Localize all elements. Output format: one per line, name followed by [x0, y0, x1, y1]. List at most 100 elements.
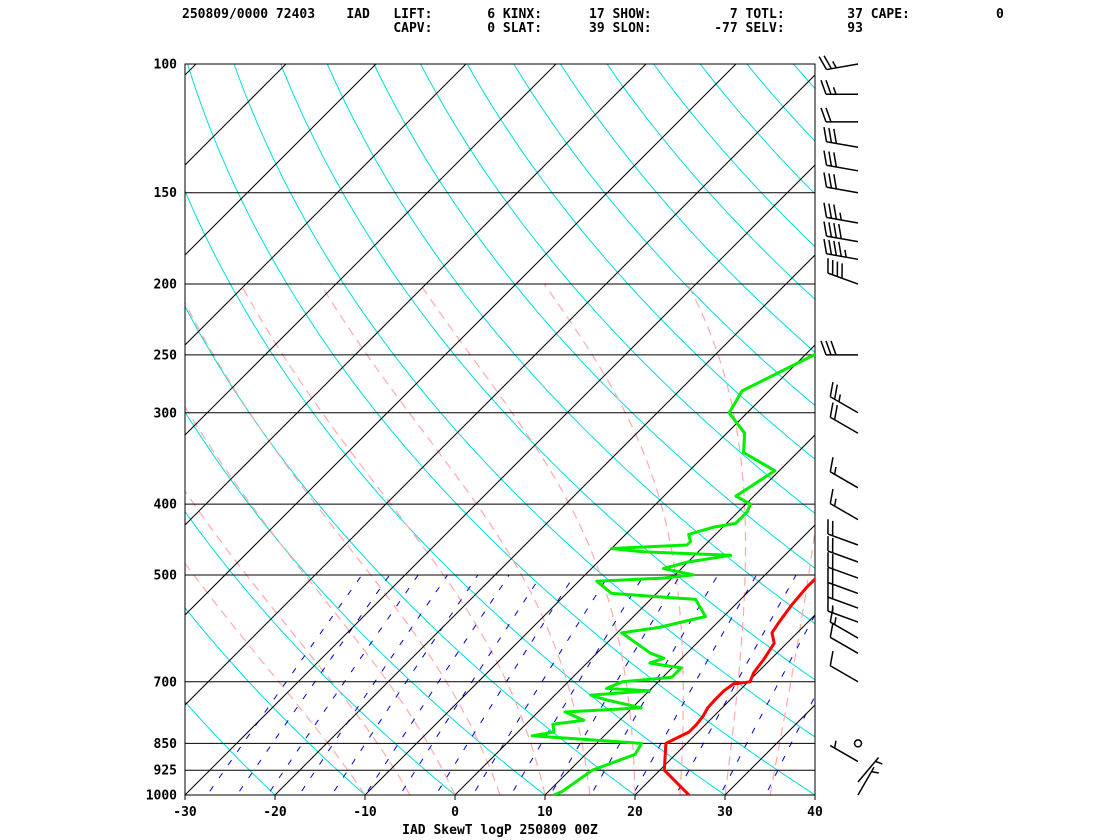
barb-staff — [827, 610, 859, 623]
dry-adiabat — [326, 64, 815, 625]
mixing-ratio-line — [549, 574, 681, 795]
wind-barb — [829, 382, 859, 414]
dry-adiabat — [746, 64, 815, 142]
dry-adiabat — [559, 64, 815, 354]
wind-barb — [823, 150, 859, 172]
barb-flag — [831, 569, 834, 585]
isotherm — [185, 64, 737, 616]
wind-barb — [823, 202, 859, 224]
barb-staff — [827, 566, 859, 579]
barb-half-flag — [839, 212, 842, 221]
barb-flag — [833, 174, 838, 190]
dry-adiabat — [185, 794, 186, 795]
sounding-header: 250809/0000 72403 IAD LIFT: 6 KINX: 17 S… — [182, 7, 1004, 36]
wind-barb — [827, 519, 859, 546]
barb-flag — [818, 56, 828, 70]
barb-flag — [833, 204, 838, 220]
isotherm — [185, 64, 557, 436]
barb-flag — [827, 596, 829, 612]
mixing-ratio-line — [236, 574, 391, 795]
moist-adiabat — [814, 792, 815, 795]
temperature-tick-label: -20 — [263, 805, 287, 820]
barb-flag — [841, 263, 843, 279]
isotherm — [544, 524, 815, 795]
dry-adiabat — [980, 64, 1120, 811]
dry-adiabat — [185, 510, 456, 795]
moist-adiabat — [319, 283, 591, 795]
barb-staff — [826, 186, 859, 194]
barb-staff — [829, 396, 859, 414]
isotherm — [454, 434, 815, 795]
barb-half-flag — [832, 60, 837, 69]
barb-flag — [829, 651, 834, 666]
pressure-tick-label: 200 — [154, 278, 178, 293]
dry-adiabat — [513, 64, 815, 407]
dry-adiabat — [420, 64, 815, 515]
barb-staff — [829, 744, 859, 763]
barb-flag — [828, 127, 833, 143]
barb-staff — [827, 581, 859, 595]
barb-flag — [823, 202, 828, 218]
wind-barb — [820, 80, 858, 96]
barb-flag — [823, 126, 828, 142]
chart-title: IAD SkewT logP 250809 00Z — [402, 823, 598, 838]
barb-flag — [828, 203, 833, 219]
moist-adiabat — [769, 525, 815, 795]
temperature-tick-label: 30 — [717, 805, 733, 820]
dry-adiabat — [0, 64, 109, 811]
mixing-ratio-line — [472, 574, 610, 795]
barb-half-flag — [844, 249, 847, 258]
isotherm — [185, 64, 197, 76]
plot-frame — [184, 63, 816, 796]
barb-staff — [826, 216, 859, 224]
pressure-tick-label: 1000 — [146, 789, 177, 804]
moist-adiabat — [240, 283, 546, 795]
barb-half-flag — [833, 466, 837, 475]
barb-flag — [831, 554, 834, 569]
dry-adiabat — [606, 64, 815, 300]
wind-barb — [818, 55, 859, 71]
barb-flag — [827, 258, 829, 274]
barb-flag — [827, 519, 829, 535]
wind-barb — [829, 622, 859, 654]
mixing-ratio-line — [298, 574, 449, 795]
wind-barb — [829, 651, 859, 683]
isotherm — [185, 164, 815, 795]
mixing-ratio-line — [510, 574, 645, 795]
pressure-tick-label: 700 — [154, 675, 178, 690]
wind-barb — [827, 567, 859, 595]
barb-flag — [828, 173, 833, 189]
barb-flag — [831, 537, 834, 553]
sounding-traces — [530, 353, 815, 795]
pressure-tick-label: 100 — [154, 58, 178, 73]
barb-staff — [827, 272, 859, 285]
barb-flag — [830, 340, 837, 356]
barb-flag — [838, 223, 842, 239]
barb-staff — [827, 533, 859, 546]
pressure-tick-label: 300 — [154, 406, 178, 421]
wind-barb — [857, 766, 879, 796]
dry-adiabat — [233, 64, 815, 738]
wind-barb — [857, 757, 883, 783]
wind-barb — [827, 258, 859, 285]
moist-adiabat — [185, 562, 366, 795]
dry-adiabat — [1027, 64, 1120, 811]
dry-adiabat — [466, 64, 815, 460]
barb-staff — [829, 621, 859, 639]
barb-flag — [833, 405, 839, 420]
barb-flag — [823, 238, 828, 254]
moist-adiabat — [543, 283, 684, 795]
background-lines — [0, 64, 1120, 811]
dry-adiabat — [793, 64, 815, 90]
barb-flag — [833, 384, 839, 400]
barb-staff — [829, 416, 859, 434]
moist-adiabat — [185, 301, 501, 795]
mixing-ratio-line — [206, 574, 363, 795]
barb-flag — [823, 150, 828, 166]
barb-staff — [827, 596, 859, 609]
wind-barb — [827, 536, 859, 563]
barb-flag — [829, 622, 834, 638]
wind-barb — [823, 126, 859, 149]
barb-flag — [825, 340, 832, 356]
mixing-ratio-line — [675, 574, 797, 795]
